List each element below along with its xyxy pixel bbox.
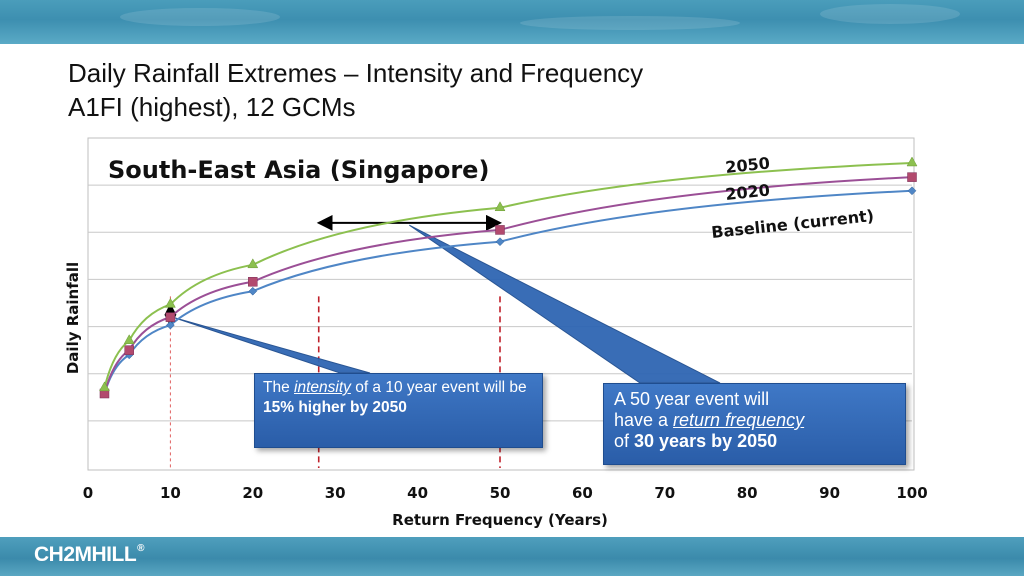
logo-mark: ® — [137, 543, 145, 554]
data-point-2020 — [495, 225, 505, 235]
frequency-callout: A 50 year event will have a return frequ… — [603, 383, 906, 465]
callout-text: The — [263, 379, 295, 396]
callout-emphasis: intensity — [294, 379, 351, 396]
chart-title: South-East Asia (Singapore) — [108, 156, 489, 184]
callout-pointers — [172, 224, 721, 384]
data-point-2020 — [165, 312, 176, 322]
series-group — [99, 156, 918, 399]
header-water-banner — [0, 0, 1024, 44]
x-tick-label: 30 — [325, 484, 346, 502]
slide-title: Daily Rainfall Extremes – Intensity and … — [68, 56, 643, 124]
data-point-2050 — [164, 297, 176, 308]
x-axis-label: Return Frequency (Years) — [392, 511, 608, 529]
x-tick-label: 70 — [654, 484, 675, 502]
callout-line: have a return frequency — [614, 410, 895, 431]
data-point-2050 — [494, 201, 506, 212]
callout-line: A 50 year event will — [614, 389, 770, 409]
title-line-1: Daily Rainfall Extremes – Intensity and … — [68, 58, 644, 88]
data-point-2020 — [907, 172, 917, 182]
x-tick-label: 50 — [490, 484, 511, 502]
callout-bold: 15% higher by 2050 — [263, 399, 407, 416]
x-tick-label: 80 — [737, 484, 758, 502]
data-point-2050 — [99, 381, 110, 392]
x-tick-label: 0 — [83, 484, 93, 502]
data-point-baseline — [495, 237, 505, 247]
callout-line: of 30 years by 2050 — [614, 431, 895, 452]
series-2050 — [99, 156, 918, 392]
data-point-baseline — [248, 286, 258, 296]
callout-bold: 30 years by 2050 — [634, 431, 778, 451]
series-line-2050 — [103, 161, 913, 389]
series-label-2050: 2050 — [724, 153, 770, 177]
footer-water-banner — [0, 537, 1024, 576]
data-point-2050 — [123, 334, 135, 344]
data-point-2050 — [906, 156, 918, 167]
company-logo: CH2MHILL® — [34, 543, 145, 567]
data-point-2050 — [247, 258, 259, 269]
x-tick-label: 100 — [896, 484, 927, 502]
data-point-baseline — [907, 186, 917, 196]
callout-text: of a 10 year event will be — [350, 379, 527, 396]
title-line-2: A1FI (highest), 12 GCMs — [68, 92, 356, 122]
series-label-2020: 2020 — [724, 180, 770, 204]
callout-text: have a — [614, 410, 674, 430]
x-tick-labels: 0 10 20 30 40 50 60 70 80 90 100 — [83, 484, 928, 502]
wave-highlight — [120, 8, 280, 26]
data-point-2020 — [248, 277, 258, 287]
rainfall-chart: 0 10 20 30 40 50 60 70 80 90 100 South-East Asia (… — [64, 137, 928, 529]
data-point-2020 — [124, 345, 134, 355]
y-axis-label: Daily Rainfall — [64, 262, 82, 374]
x-tick-label: 20 — [242, 484, 263, 502]
intensity-callout: The intensity of a 10 year event will be… — [254, 373, 543, 448]
x-tick-label: 10 — [160, 484, 181, 502]
x-tick-label: 40 — [407, 484, 428, 502]
callout-emphasis: return frequency — [673, 410, 805, 430]
callout-text: of — [614, 431, 635, 451]
data-point-baseline — [166, 320, 175, 330]
wave-highlight — [820, 4, 960, 24]
wave-highlight — [520, 16, 740, 30]
x-tick-label: 90 — [819, 484, 840, 502]
logo-text: CH2MHILL — [34, 543, 137, 566]
x-tick-label: 60 — [572, 484, 593, 502]
